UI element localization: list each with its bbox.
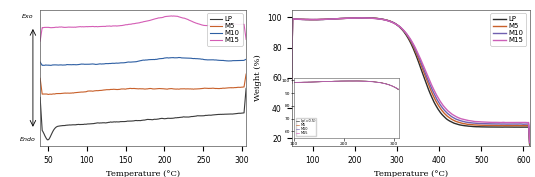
M5 [243, 73, 249, 75]
M15 [288, 82, 295, 84]
M5 [119, 88, 125, 90]
M10 [188, 57, 194, 59]
LP [104, 122, 111, 124]
M10 [474, 122, 480, 124]
M15 [104, 25, 110, 27]
LP [187, 116, 194, 118]
M5 [347, 17, 353, 19]
M15 [166, 15, 173, 17]
M10 [37, 61, 43, 63]
M10 [187, 57, 193, 59]
M15 [474, 121, 480, 123]
M5 [364, 17, 370, 19]
M15 [526, 141, 533, 143]
M15 [37, 40, 43, 42]
M5 [104, 89, 111, 91]
X-axis label: Temperature (°C): Temperature (°C) [106, 170, 180, 177]
LP [347, 17, 353, 19]
M15 [62, 26, 68, 28]
Legend: LP, M5, M10, M15: LP, M5, M10, M15 [207, 13, 243, 46]
Text: Endo: Endo [20, 137, 36, 142]
M5 [45, 93, 51, 96]
M5 [503, 124, 510, 127]
Line: M5: M5 [292, 18, 530, 144]
LP [288, 82, 295, 84]
LP [361, 17, 368, 19]
M5 [526, 143, 533, 145]
M15 [168, 15, 174, 17]
M5 [187, 88, 194, 90]
M10 [356, 17, 362, 19]
M10 [176, 56, 182, 59]
LP [445, 119, 452, 121]
Line: M10: M10 [292, 18, 530, 143]
M10 [347, 17, 353, 19]
Y-axis label: Weight (%): Weight (%) [254, 55, 262, 101]
Line: M15: M15 [292, 18, 530, 142]
M10 [119, 62, 125, 64]
M10 [526, 142, 533, 144]
Line: M15: M15 [40, 16, 246, 41]
M5 [445, 116, 452, 118]
M10 [445, 113, 452, 115]
M15 [355, 17, 362, 19]
LP [243, 87, 249, 90]
Legend: LP, M5, M10, M15: LP, M5, M10, M15 [491, 13, 526, 46]
M15 [187, 20, 194, 22]
M10 [104, 62, 111, 65]
M15 [364, 17, 370, 19]
LP [37, 96, 43, 98]
M5 [355, 17, 362, 19]
X-axis label: Temperature (°C): Temperature (°C) [373, 170, 448, 177]
Line: LP: LP [292, 18, 530, 145]
LP [364, 17, 370, 19]
M5 [288, 82, 295, 84]
Line: M10: M10 [40, 58, 246, 65]
LP [355, 17, 362, 19]
M15 [358, 17, 365, 19]
Line: M5: M5 [40, 74, 246, 95]
Text: Exo: Exo [22, 14, 34, 19]
LP [503, 126, 510, 128]
M10 [39, 64, 45, 66]
M10 [62, 64, 68, 66]
M15 [503, 121, 510, 124]
M5 [363, 17, 370, 19]
M10 [243, 58, 249, 60]
LP [474, 126, 480, 128]
M15 [445, 110, 452, 112]
LP [119, 121, 125, 123]
M15 [118, 25, 125, 27]
LP [62, 124, 68, 126]
M15 [186, 19, 193, 21]
M15 [243, 38, 249, 41]
LP [44, 139, 51, 141]
LP [167, 117, 173, 119]
M10 [364, 17, 370, 19]
M5 [62, 92, 68, 94]
M5 [37, 77, 43, 79]
M5 [167, 88, 173, 90]
LP [186, 116, 193, 118]
M10 [503, 123, 510, 125]
LP [526, 144, 533, 146]
M5 [474, 124, 480, 126]
M10 [288, 82, 295, 84]
Line: LP: LP [40, 88, 246, 140]
M5 [186, 88, 193, 90]
M10 [167, 57, 173, 59]
M10 [355, 17, 362, 19]
M15 [347, 17, 353, 19]
